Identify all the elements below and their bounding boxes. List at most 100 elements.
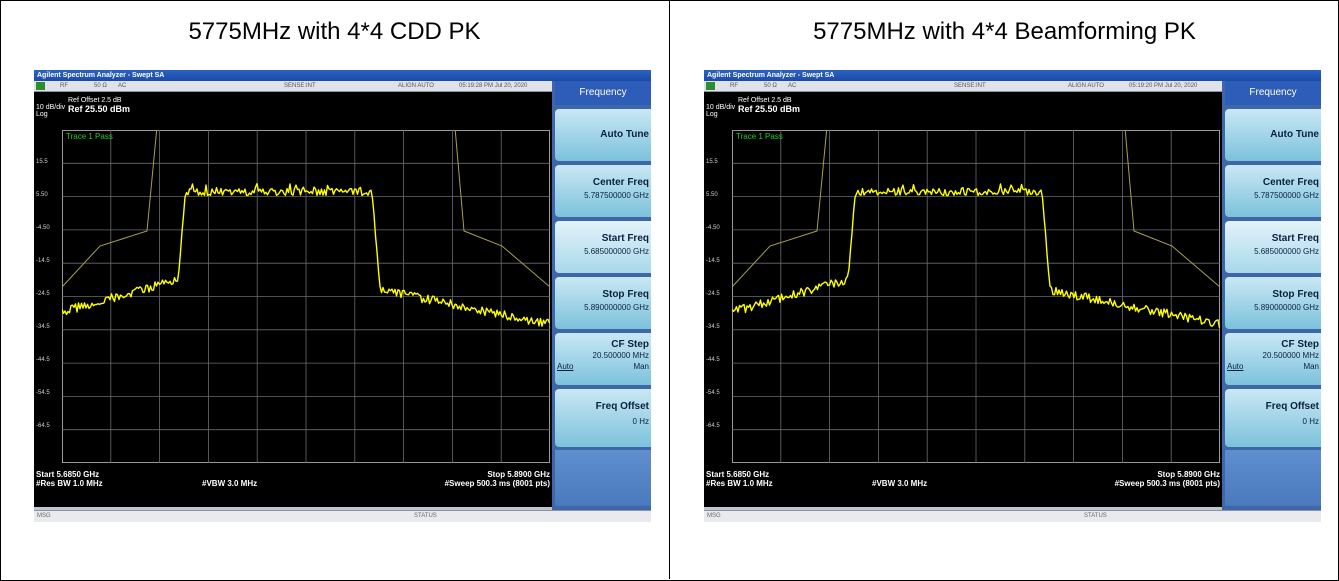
auto-tune-label: Auto Tune — [1270, 129, 1319, 140]
ref-offset: Ref Offset 2.5 dB — [68, 97, 122, 104]
auto-tune-label: Auto Tune — [600, 129, 649, 140]
auto-tune-button[interactable]: Auto Tune — [1225, 109, 1321, 161]
limit-mask-line — [62, 130, 550, 288]
softkey-panel: Frequency Auto Tune Center Freq 5.787500… — [1222, 81, 1321, 510]
y-tick-label: -24.5 — [706, 291, 720, 297]
resolution-bandwidth: #Res BW 1.0 MHz — [706, 479, 773, 488]
cf-step-man: Man — [633, 362, 649, 371]
y-tick-label: 5.50 — [706, 192, 718, 198]
freq-offset-label: Freq Offset — [1265, 401, 1319, 412]
status-bar: RF 50 Ω AC SENSE:INT ALIGN AUTO 05:19:28… — [34, 81, 552, 92]
scale-per-div: 10 dB/div — [36, 104, 66, 111]
y-tick-label: 5.50 — [36, 192, 48, 198]
status-led-icon — [36, 82, 45, 90]
trace-status-label: Trace 1 Pass — [66, 132, 113, 141]
resolution-bandwidth: #Res BW 1.0 MHz — [36, 479, 103, 488]
sweep-time: #Sweep 500.3 ms (8001 pts) — [1114, 479, 1220, 488]
start-freq-value: 5.685000000 GHz — [1254, 247, 1319, 256]
status-coupling: AC — [788, 83, 797, 89]
freq-offset-label: Freq Offset — [595, 401, 649, 412]
cf-step-label: CF Step — [1281, 339, 1319, 350]
panel-caption: 5775MHz with 4*4 CDD PK — [188, 18, 481, 45]
message-bar: MSG STATUS — [704, 510, 1321, 522]
window-title: Agilent Spectrum Analyzer - Swept SA — [707, 72, 835, 79]
status-label: STATUS — [414, 513, 437, 519]
status-impedance: 50 Ω — [764, 83, 777, 89]
freq-offset-button[interactable]: Freq Offset 0 Hz — [555, 389, 651, 447]
y-tick-label: -24.5 — [36, 291, 50, 297]
cf-step-button[interactable]: CF Step 20.500000 MHz Auto Man — [555, 333, 651, 385]
scale-mode: Log — [36, 111, 48, 118]
center-freq-button[interactable]: Center Freq 5.787500000 GHz — [1225, 165, 1321, 217]
stop-frequency: Stop 5.8900 GHz — [1157, 470, 1220, 479]
analyzer-screen[interactable]: 10 dB/div Log Ref Offset 2.5 dB Ref 25.5… — [34, 92, 552, 507]
spectrum-plot — [62, 130, 550, 463]
auto-tune-button[interactable]: Auto Tune — [555, 109, 651, 161]
y-tick-label: -64.5 — [706, 423, 720, 429]
status-bar: RF 50 Ω AC SENSE:INT ALIGN AUTO 05:19:20… — [704, 81, 1222, 92]
limit-mask-line — [732, 130, 1220, 288]
y-tick-label: 15.5 — [706, 159, 718, 165]
cf-step-button[interactable]: CF Step 20.500000 MHz Auto Man — [1225, 333, 1321, 385]
menu-title-frequency: Frequency — [1225, 81, 1321, 105]
cf-step-value: 20.500000 MHz — [1262, 351, 1319, 360]
spectrum-plot — [732, 130, 1220, 463]
y-tick-label: -54.5 — [36, 390, 50, 396]
center-freq-button[interactable]: Center Freq 5.787500000 GHz — [555, 165, 651, 217]
freq-offset-value: 0 Hz — [632, 417, 649, 426]
start-freq-button[interactable]: Start Freq 5.685000000 GHz — [1225, 221, 1321, 273]
window-titlebar: Agilent Spectrum Analyzer - Swept SA — [704, 70, 1321, 81]
ref-offset: Ref Offset 2.5 dB — [738, 97, 792, 104]
stop-freq-button[interactable]: Stop Freq 5.890000000 GHz — [555, 277, 651, 329]
status-sense: SENSE:INT — [284, 83, 316, 89]
message-bar: MSG STATUS — [34, 510, 651, 522]
y-tick-label: -34.5 — [36, 324, 50, 330]
msg-label: MSG — [707, 513, 721, 519]
start-frequency: Start 5.6850 GHz — [706, 470, 770, 479]
status-align: ALIGN AUTO — [1068, 83, 1104, 89]
y-tick-label: 15.5 — [36, 159, 48, 165]
stop-freq-label: Stop Freq — [1272, 289, 1319, 300]
center-freq-value: 5.787500000 GHz — [584, 191, 649, 200]
window-title: Agilent Spectrum Analyzer - Swept SA — [37, 72, 165, 79]
status-align: ALIGN AUTO — [398, 83, 434, 89]
cf-step-label: CF Step — [611, 339, 649, 350]
stop-frequency: Stop 5.8900 GHz — [487, 470, 550, 479]
status-rf: RF — [60, 83, 68, 89]
sweep-time: #Sweep 500.3 ms (8001 pts) — [444, 479, 550, 488]
analyzer-screen[interactable]: 10 dB/div Log Ref Offset 2.5 dB Ref 25.5… — [704, 92, 1222, 507]
video-bandwidth: #VBW 3.0 MHz — [872, 479, 928, 488]
spectrum-trace — [732, 183, 1220, 329]
softkey-panel: Frequency Auto Tune Center Freq 5.787500… — [552, 81, 651, 510]
softkey-blank — [1225, 450, 1321, 506]
cf-step-auto: Auto — [557, 362, 574, 371]
cf-step-value: 20.500000 MHz — [592, 351, 649, 360]
center-freq-label: Center Freq — [592, 177, 649, 188]
start-freq-label: Start Freq — [601, 233, 649, 244]
cf-step-auto: Auto — [1227, 362, 1244, 371]
spectrum-trace — [62, 182, 550, 327]
trace-status-label: Trace 1 Pass — [736, 132, 783, 141]
stop-freq-value: 5.890000000 GHz — [584, 303, 649, 312]
msg-label: MSG — [37, 513, 51, 519]
stop-freq-label: Stop Freq — [602, 289, 649, 300]
ref-level: Ref 25.50 dBm — [738, 104, 801, 114]
start-freq-button[interactable]: Start Freq 5.685000000 GHz — [555, 221, 651, 273]
freq-offset-button[interactable]: Freq Offset 0 Hz — [1225, 389, 1321, 447]
ref-level: Ref 25.50 dBm — [68, 104, 131, 114]
y-tick-label: -4.50 — [706, 225, 720, 231]
y-tick-label: -54.5 — [706, 390, 720, 396]
start-freq-value: 5.685000000 GHz — [584, 247, 649, 256]
status-led-icon — [706, 82, 715, 90]
y-tick-label: -14.5 — [706, 258, 720, 264]
status-impedance: 50 Ω — [94, 83, 107, 89]
stop-freq-button[interactable]: Stop Freq 5.890000000 GHz — [1225, 277, 1321, 329]
center-freq-label: Center Freq — [1262, 177, 1319, 188]
spectrum-analyzer-window: Agilent Spectrum Analyzer - Swept SA RF … — [34, 70, 651, 522]
y-tick-label: -34.5 — [706, 324, 720, 330]
column-divider — [669, 0, 670, 579]
start-frequency: Start 5.6850 GHz — [36, 470, 100, 479]
y-tick-label: -44.5 — [706, 357, 720, 363]
y-tick-label: -64.5 — [36, 423, 50, 429]
status-timestamp: 05:19:20 PM Jul 20, 2020 — [1129, 83, 1198, 89]
